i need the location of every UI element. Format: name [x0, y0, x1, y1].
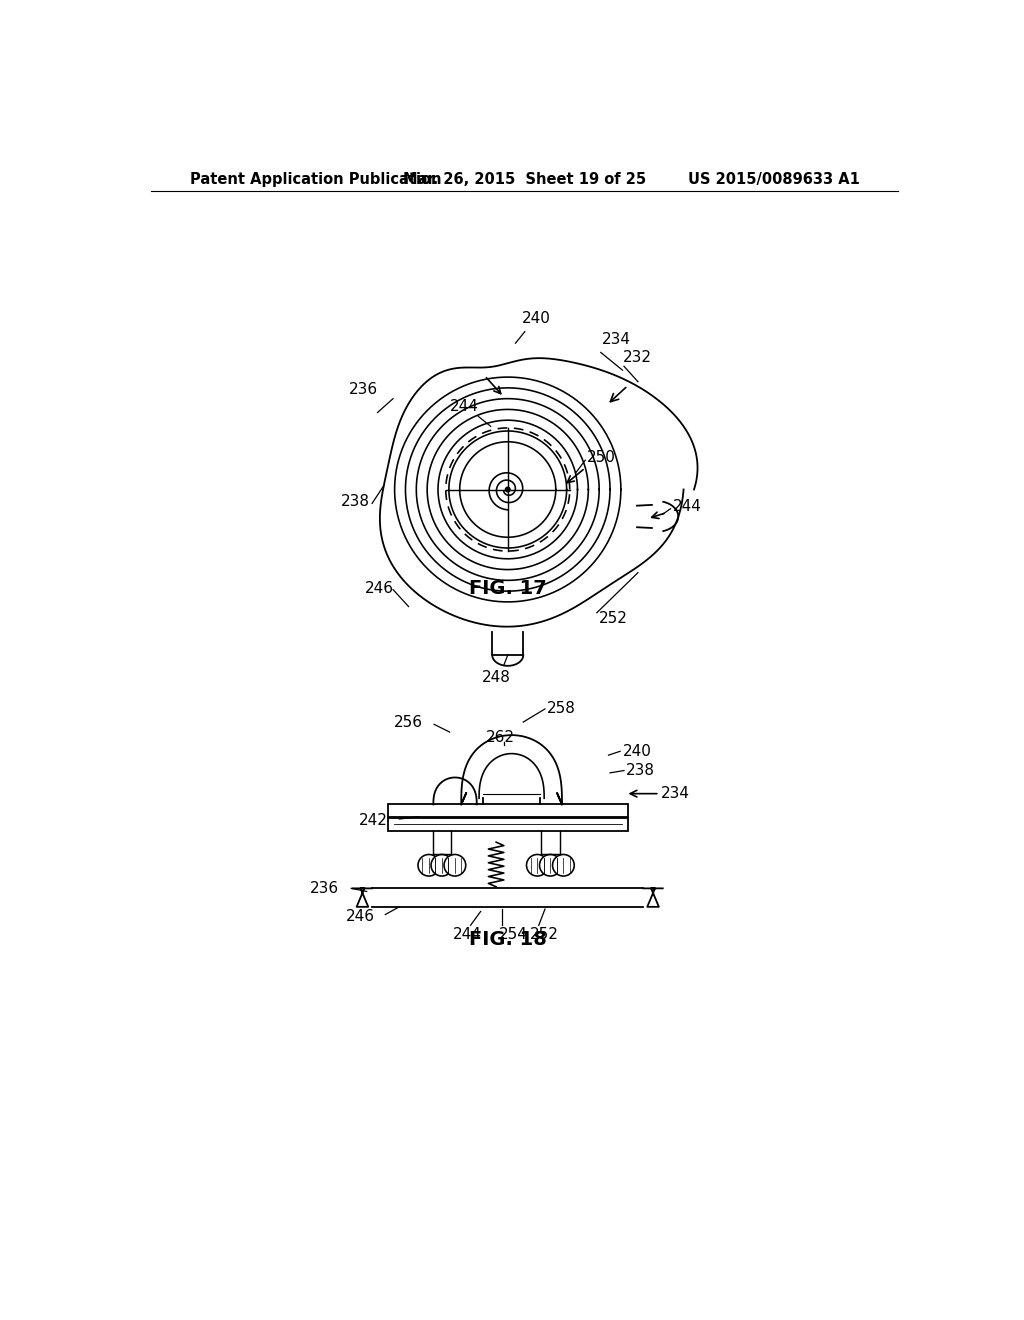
Circle shape — [506, 487, 510, 492]
Text: Mar. 26, 2015  Sheet 19 of 25: Mar. 26, 2015 Sheet 19 of 25 — [403, 172, 646, 186]
Text: 236: 236 — [309, 880, 339, 896]
Text: 246: 246 — [345, 909, 375, 924]
Circle shape — [444, 854, 466, 876]
Text: 246: 246 — [365, 581, 393, 595]
Circle shape — [553, 854, 574, 876]
Text: 250: 250 — [587, 450, 615, 465]
Circle shape — [431, 854, 453, 876]
FancyBboxPatch shape — [388, 804, 628, 817]
Text: 234: 234 — [662, 787, 690, 801]
Text: 252: 252 — [599, 611, 628, 627]
Text: 244: 244 — [673, 499, 701, 513]
Text: 256: 256 — [393, 714, 423, 730]
Text: 238: 238 — [341, 494, 370, 508]
Text: 254: 254 — [499, 927, 527, 942]
Circle shape — [418, 854, 439, 876]
Text: US 2015/0089633 A1: US 2015/0089633 A1 — [688, 172, 859, 186]
Text: 244: 244 — [450, 399, 478, 414]
Text: 258: 258 — [547, 701, 575, 717]
Text: 262: 262 — [485, 730, 514, 744]
FancyBboxPatch shape — [388, 818, 628, 830]
Text: 238: 238 — [626, 763, 654, 777]
Text: Patent Application Publication: Patent Application Publication — [190, 172, 441, 186]
Text: 240: 240 — [521, 312, 551, 326]
Circle shape — [526, 854, 548, 876]
Text: 240: 240 — [623, 743, 651, 759]
Text: FIG. 17: FIG. 17 — [469, 578, 547, 598]
Text: 236: 236 — [349, 381, 378, 397]
Text: 248: 248 — [481, 671, 511, 685]
Text: 232: 232 — [623, 350, 651, 364]
Text: FIG. 18: FIG. 18 — [469, 931, 547, 949]
Text: 242: 242 — [358, 813, 388, 828]
Text: 234: 234 — [602, 333, 632, 347]
Circle shape — [540, 854, 561, 876]
Text: 244: 244 — [453, 927, 482, 942]
Text: 252: 252 — [529, 927, 558, 942]
